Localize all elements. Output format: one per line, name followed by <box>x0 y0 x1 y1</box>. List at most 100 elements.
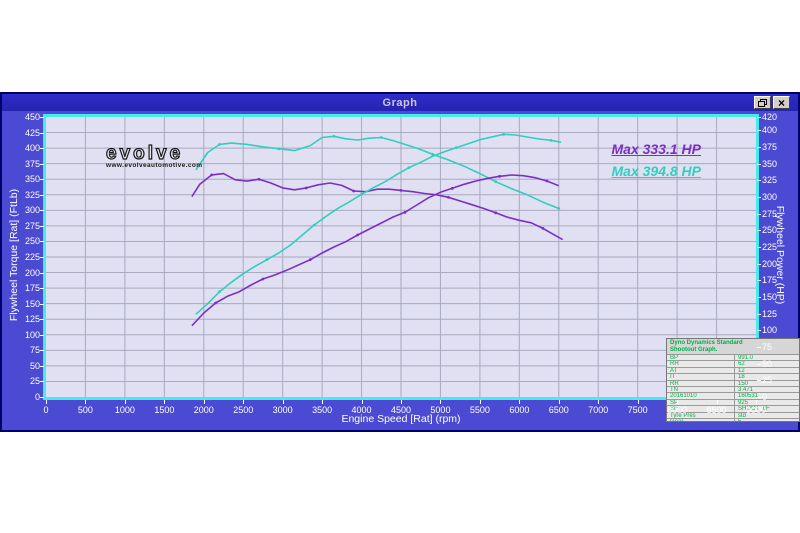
info-row: SF SHOOT_6F <box>667 406 799 413</box>
x-tick-label: 4500 <box>390 405 412 415</box>
x-axis-title: Engine Speed [Rat] (rpm) <box>341 413 461 425</box>
info-row-label: TN <box>667 386 735 393</box>
y-left-tick-label: 300 <box>24 205 40 216</box>
restore-button[interactable] <box>754 96 771 109</box>
y-right-tick-label: 25 <box>762 375 773 386</box>
x-tick-mark <box>164 400 166 404</box>
marker-power_tuned <box>407 166 411 170</box>
info-row-label: IT <box>667 374 735 380</box>
y-left-tick-label: 100 <box>24 329 40 340</box>
info-row-label: SF <box>667 406 735 412</box>
x-tick-label: 7000 <box>588 405 609 415</box>
y-right-tick-mark <box>757 147 761 148</box>
info-row-value: 12 <box>738 367 745 374</box>
marker-torque_tuned <box>494 180 498 184</box>
title-bar[interactable]: Graph × <box>2 94 798 111</box>
max-power-tuned-label: Max 394.8 HP <box>611 163 702 179</box>
y-left-tick-label: 25 <box>29 376 40 387</box>
y-right-tick-label: 100 <box>762 325 778 336</box>
y-axis-right-title: Flywheel Power (HP) <box>774 205 786 305</box>
y-right-tick-mark <box>757 247 761 248</box>
marker-power_stock <box>450 186 454 190</box>
evolve-logo-url: www.evolveautomotive.com <box>106 162 203 169</box>
x-tick-mark <box>598 400 600 404</box>
y-right-tick-mark <box>757 197 761 198</box>
info-row: Tyre Pres std <box>667 412 799 419</box>
y-left-tick-label: 450 <box>24 112 40 122</box>
restore-icon <box>758 98 767 107</box>
y-left-tick-label: 50 <box>29 360 40 371</box>
y-right-tick-mark <box>757 213 761 215</box>
y-left-tick-label: 150 <box>24 298 40 309</box>
x-tick-mark <box>479 400 481 404</box>
x-tick-mark <box>203 400 205 404</box>
y-right-tick-label: 125 <box>762 308 778 319</box>
y-left-tick-label: 425 <box>24 127 40 138</box>
y-right-tick-label: 275 <box>762 208 778 219</box>
marker-power_tuned <box>454 146 458 150</box>
y-right-tick-label: 150 <box>762 292 778 302</box>
y-left-tick-mark <box>40 179 44 181</box>
info-row-value: 18 <box>738 374 745 380</box>
info-row-label: 20161010 <box>667 393 735 399</box>
x-tick-label: 1000 <box>114 405 135 415</box>
x-tick-mark <box>85 400 87 404</box>
close-button[interactable]: × <box>773 96 790 109</box>
y-left-tick-label: 375 <box>24 158 40 169</box>
y-left-tick-label: 200 <box>24 267 40 278</box>
info-row-value: std <box>738 412 747 418</box>
curve-torque_tuned <box>195 135 560 210</box>
x-tick-label: 8000 <box>667 405 688 415</box>
x-tick-label: 7500 <box>627 405 648 415</box>
y-right-tick-mark <box>757 313 761 315</box>
dyno-chart <box>46 117 756 397</box>
y-right-tick-mark <box>757 163 761 165</box>
info-row: AT 12 <box>667 367 799 375</box>
y-left-tick-label: 175 <box>24 283 40 294</box>
info-row: BP 991.0 <box>667 355 799 362</box>
marker-power_stock <box>545 179 549 183</box>
info-row-label: RH <box>667 361 735 367</box>
marker-power_tuned <box>360 192 363 196</box>
y-left-tick-label: 0 <box>34 392 40 402</box>
x-tick-mark <box>440 400 442 404</box>
info-row-value: 160531 <box>738 393 759 399</box>
y-right-tick-mark <box>757 363 761 365</box>
y-left-tick-label: 75 <box>29 345 40 356</box>
y-left-tick-mark <box>40 381 44 383</box>
marker-torque_stock <box>257 177 261 181</box>
info-row-value: 3.471 <box>738 386 754 393</box>
y-left-tick-mark <box>40 319 44 321</box>
x-tick-label: 0 <box>43 405 49 415</box>
y-right-tick-label: 250 <box>762 225 778 236</box>
y-right-tick-label: 50 <box>762 358 773 369</box>
y-right-tick-label: 325 <box>762 175 778 186</box>
info-row-label: Gear <box>667 418 735 421</box>
y-right-tick-label: 200 <box>762 258 778 269</box>
marker-power_tuned <box>218 290 221 294</box>
marker-power_tuned <box>265 258 269 262</box>
y-right-tick-mark <box>757 117 761 118</box>
y-left-tick-label: 400 <box>24 143 40 154</box>
marker-torque_tuned <box>218 142 221 146</box>
y-right-tick-mark <box>757 297 761 298</box>
info-row-value: 5 <box>738 418 742 422</box>
y-right-tick-mark <box>757 263 761 265</box>
marker-power_tuned <box>549 138 553 142</box>
marker-torque_stock <box>210 173 214 177</box>
y-left-tick-mark <box>40 148 44 150</box>
y-left-tick-label: 225 <box>24 252 40 262</box>
x-tick-label: 3500 <box>312 405 333 415</box>
evolve-logo-text: evolve <box>105 143 184 164</box>
max-power-stock-label: Max 333.1 HP <box>611 141 702 157</box>
marker-torque_stock <box>399 189 403 192</box>
y-left-tick-mark <box>40 225 44 227</box>
x-tick-mark <box>637 400 639 404</box>
x-tick-label: 500 <box>77 405 93 415</box>
marker-torque_stock <box>541 226 545 230</box>
y-left-tick-mark <box>40 272 44 274</box>
y-left-tick-mark <box>40 365 44 367</box>
y-axis-left-title: Flywheel Torque [Rat] (FtLb) <box>8 188 20 322</box>
marker-power_tuned <box>312 223 316 227</box>
y-right-tick-label: 75 <box>762 342 773 352</box>
